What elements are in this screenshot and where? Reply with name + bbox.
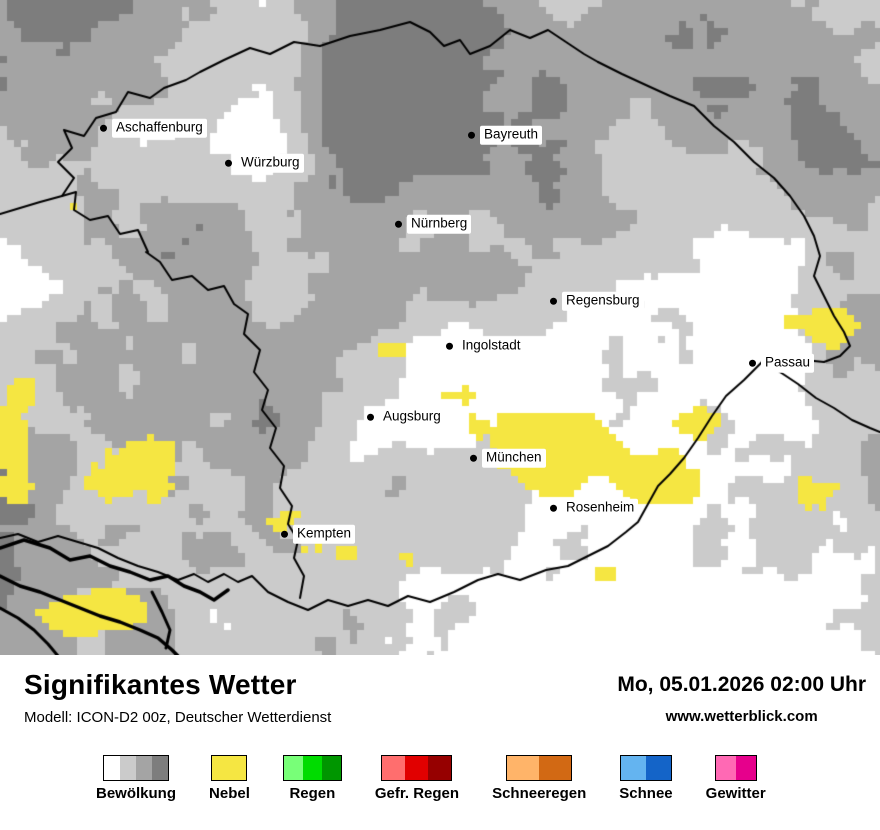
weather-map-canvas [0, 0, 880, 655]
legend-label: Gewitter [705, 785, 766, 802]
legend-swatch [714, 755, 757, 781]
legend-swatch [506, 755, 573, 781]
website-text: www.wetterblick.com [665, 708, 818, 725]
legend-swatch [381, 755, 453, 781]
legend-item: Nebel [209, 755, 250, 802]
legend-label: Bewölkung [96, 785, 177, 802]
info-panel: Signifikantes Wetter Mo, 05.01.2026 02:0… [0, 655, 880, 830]
legend-label: Nebel [209, 785, 250, 802]
legend-item: Gewitter [706, 755, 766, 802]
legend-row: Bewölkung Nebel Regen Gefr. Regen Schneerege… [96, 755, 766, 802]
legend-label: Schnee [619, 785, 673, 802]
legend-swatch [211, 755, 248, 781]
legend-swatch [282, 755, 342, 781]
legend-label: Regen [289, 785, 336, 802]
page-title: Signifikantes Wetter [24, 669, 297, 700]
legend-item: Schnee [619, 755, 673, 802]
legend-swatch [619, 755, 672, 781]
legend-swatch [103, 755, 169, 781]
forecast-datetime: Mo, 05.01.2026 02:00 Uhr [617, 673, 866, 696]
legend-item: Regen [282, 755, 342, 802]
model-info: Modell: ICON-D2 00z, Deutscher Wetterdie… [24, 709, 332, 726]
legend-label: Gefr. Regen [374, 785, 460, 802]
map-area: Aschaffenburg Würzburg Bayreuth Nürnberg Reg… [0, 0, 880, 655]
legend-item: Schneeregen [492, 755, 586, 802]
legend-item: Bewölkung [96, 755, 176, 802]
legend-label: Schneeregen [492, 785, 587, 802]
legend-item: Gefr. Regen [375, 755, 459, 802]
datetime-block: Mo, 05.01.2026 02:00 Uhr www.wetterblick… [617, 673, 866, 725]
